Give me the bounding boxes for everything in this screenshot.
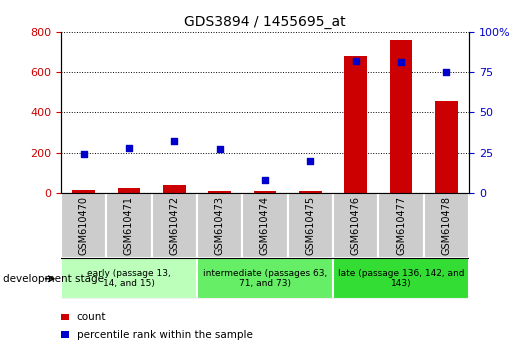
- Bar: [254, 190, 276, 193]
- Point: [215, 147, 224, 152]
- Point: [261, 177, 269, 183]
- Bar: [107, 193, 152, 258]
- Bar: [208, 190, 231, 193]
- Text: GSM610475: GSM610475: [305, 196, 315, 255]
- Point: [80, 152, 88, 157]
- Bar: [378, 193, 423, 258]
- Point: [442, 69, 450, 75]
- Point: [125, 145, 133, 151]
- Bar: [72, 190, 95, 193]
- Text: GSM610474: GSM610474: [260, 196, 270, 255]
- Bar: [299, 191, 322, 193]
- Text: development stage: development stage: [3, 274, 104, 284]
- Point: [306, 158, 315, 164]
- Text: early (passage 13,
14, and 15): early (passage 13, 14, and 15): [87, 269, 171, 289]
- Bar: [390, 40, 412, 193]
- Point: [397, 59, 405, 65]
- Text: GSM610478: GSM610478: [441, 196, 452, 255]
- Bar: [118, 188, 140, 193]
- Text: GSM610476: GSM610476: [351, 196, 361, 255]
- Text: count: count: [77, 312, 107, 322]
- Bar: [163, 185, 186, 193]
- Bar: [288, 193, 333, 258]
- Bar: [61, 314, 68, 320]
- Text: late (passage 136, 142, and
143): late (passage 136, 142, and 143): [338, 269, 464, 289]
- Text: GSM610477: GSM610477: [396, 196, 406, 255]
- Bar: [435, 101, 458, 193]
- Bar: [242, 193, 288, 258]
- Bar: [61, 258, 197, 299]
- Text: GSM610472: GSM610472: [169, 196, 179, 255]
- Bar: [344, 56, 367, 193]
- Text: GSM610473: GSM610473: [215, 196, 225, 255]
- Bar: [333, 258, 469, 299]
- Bar: [152, 193, 197, 258]
- Bar: [333, 193, 378, 258]
- Point: [351, 58, 360, 64]
- Text: GSM610471: GSM610471: [124, 196, 134, 255]
- Bar: [197, 258, 333, 299]
- Text: intermediate (passages 63,
71, and 73): intermediate (passages 63, 71, and 73): [203, 269, 327, 289]
- Point: [170, 138, 179, 144]
- Text: GSM610470: GSM610470: [78, 196, 89, 255]
- Title: GDS3894 / 1455695_at: GDS3894 / 1455695_at: [184, 16, 346, 29]
- Bar: [423, 193, 469, 258]
- Text: percentile rank within the sample: percentile rank within the sample: [77, 330, 253, 339]
- Bar: [61, 331, 68, 338]
- Bar: [197, 193, 242, 258]
- Bar: [61, 193, 107, 258]
